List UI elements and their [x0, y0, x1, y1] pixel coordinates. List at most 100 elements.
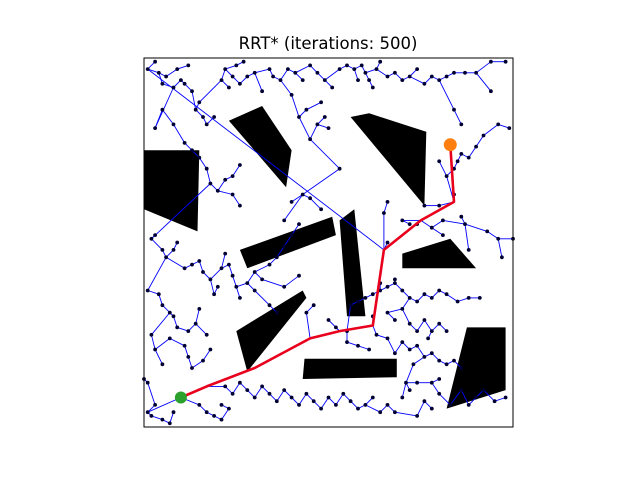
tree-edge: [365, 404, 381, 413]
tree-node: [230, 273, 235, 278]
tree-edge: [464, 224, 470, 250]
tree-edge: [305, 312, 311, 339]
tree-node: [429, 380, 434, 385]
tree-node: [393, 318, 397, 322]
tree-node: [219, 78, 224, 82]
tree-node: [481, 388, 486, 392]
tree-edge: [151, 415, 163, 421]
tree-node: [267, 262, 272, 267]
tree-node: [367, 78, 371, 82]
tree-edge: [151, 238, 163, 251]
tree-edge: [198, 157, 208, 169]
tree-edge: [483, 389, 495, 402]
tree-node: [308, 63, 312, 68]
tree-edge: [232, 164, 241, 177]
tree-node: [252, 70, 257, 75]
tree-node: [293, 70, 298, 75]
tree-node: [345, 340, 349, 344]
tree-node: [411, 362, 416, 367]
tree-node: [171, 314, 176, 319]
tree-node: [238, 203, 242, 208]
tree-node: [459, 388, 464, 392]
tree-node: [274, 399, 279, 404]
tree-node: [422, 318, 427, 322]
tree-edge: [184, 345, 189, 358]
tree-edge: [449, 389, 462, 406]
tree-node: [437, 203, 442, 208]
obstacle: [236, 290, 307, 372]
tree-edge: [431, 220, 444, 229]
tree-node: [145, 67, 150, 71]
tree-node: [315, 122, 320, 127]
tree-node: [197, 259, 202, 263]
tree-node: [149, 414, 154, 418]
tree-node: [363, 70, 368, 75]
tree-edge: [232, 275, 237, 287]
tree-node: [334, 325, 338, 330]
tree-node: [289, 395, 294, 400]
tree-edge: [365, 68, 377, 74]
tree-node: [230, 74, 235, 79]
tree-node: [186, 329, 191, 333]
tree-edge: [295, 64, 311, 74]
tree-node: [459, 152, 464, 156]
tree-edge: [198, 79, 222, 103]
tree-node: [326, 126, 331, 130]
tree-edge: [291, 194, 303, 203]
tree-edge: [198, 260, 204, 273]
tree-node: [212, 115, 217, 119]
tree-edge: [202, 349, 211, 361]
tree-node: [204, 166, 209, 171]
tree-node: [171, 410, 176, 415]
tree-node: [378, 410, 383, 415]
tree-node: [437, 377, 442, 381]
tree-node: [289, 200, 294, 204]
tree-node: [363, 296, 368, 300]
tree-node: [308, 137, 312, 142]
tree-node: [208, 347, 213, 352]
tree-node: [223, 177, 228, 182]
tree-node: [319, 100, 323, 105]
tree-edge: [209, 279, 215, 295]
tree-node: [175, 67, 180, 71]
tree-edge: [453, 109, 462, 125]
tree-edge: [221, 408, 230, 420]
tree-node: [437, 391, 442, 396]
tree-node: [186, 63, 191, 68]
tree-node: [363, 403, 368, 407]
tree-node: [252, 270, 257, 274]
tree-edge: [438, 161, 448, 177]
tree-edge: [317, 123, 329, 129]
tree-node: [234, 63, 239, 68]
tree-edge: [446, 293, 458, 302]
tree-node: [260, 277, 264, 282]
tree-node: [311, 399, 316, 404]
obstacle: [302, 358, 397, 379]
tree-edge: [475, 135, 484, 147]
tree-edge: [165, 256, 185, 269]
tree-node: [374, 332, 379, 337]
tree-node: [422, 399, 427, 404]
tree-edge: [162, 109, 174, 125]
tree-node: [429, 329, 434, 333]
tree-node: [422, 203, 427, 208]
tree-node: [175, 240, 180, 245]
tree-node: [171, 122, 176, 127]
tree-edge: [177, 326, 189, 332]
tree-edge: [206, 168, 211, 184]
tree-node: [452, 107, 456, 112]
tree-edge: [254, 290, 270, 306]
tree-node: [145, 380, 150, 385]
tree-node: [348, 303, 353, 308]
tree-node: [156, 70, 161, 75]
tree-node: [260, 89, 264, 94]
tree-node: [197, 307, 202, 311]
tree-edge: [416, 319, 425, 332]
tree-edge: [221, 68, 226, 81]
tree-node: [485, 229, 490, 234]
tree-edge: [147, 290, 159, 295]
tree-edge: [217, 190, 233, 195]
tree-node: [429, 296, 434, 300]
tree-node: [182, 141, 187, 145]
